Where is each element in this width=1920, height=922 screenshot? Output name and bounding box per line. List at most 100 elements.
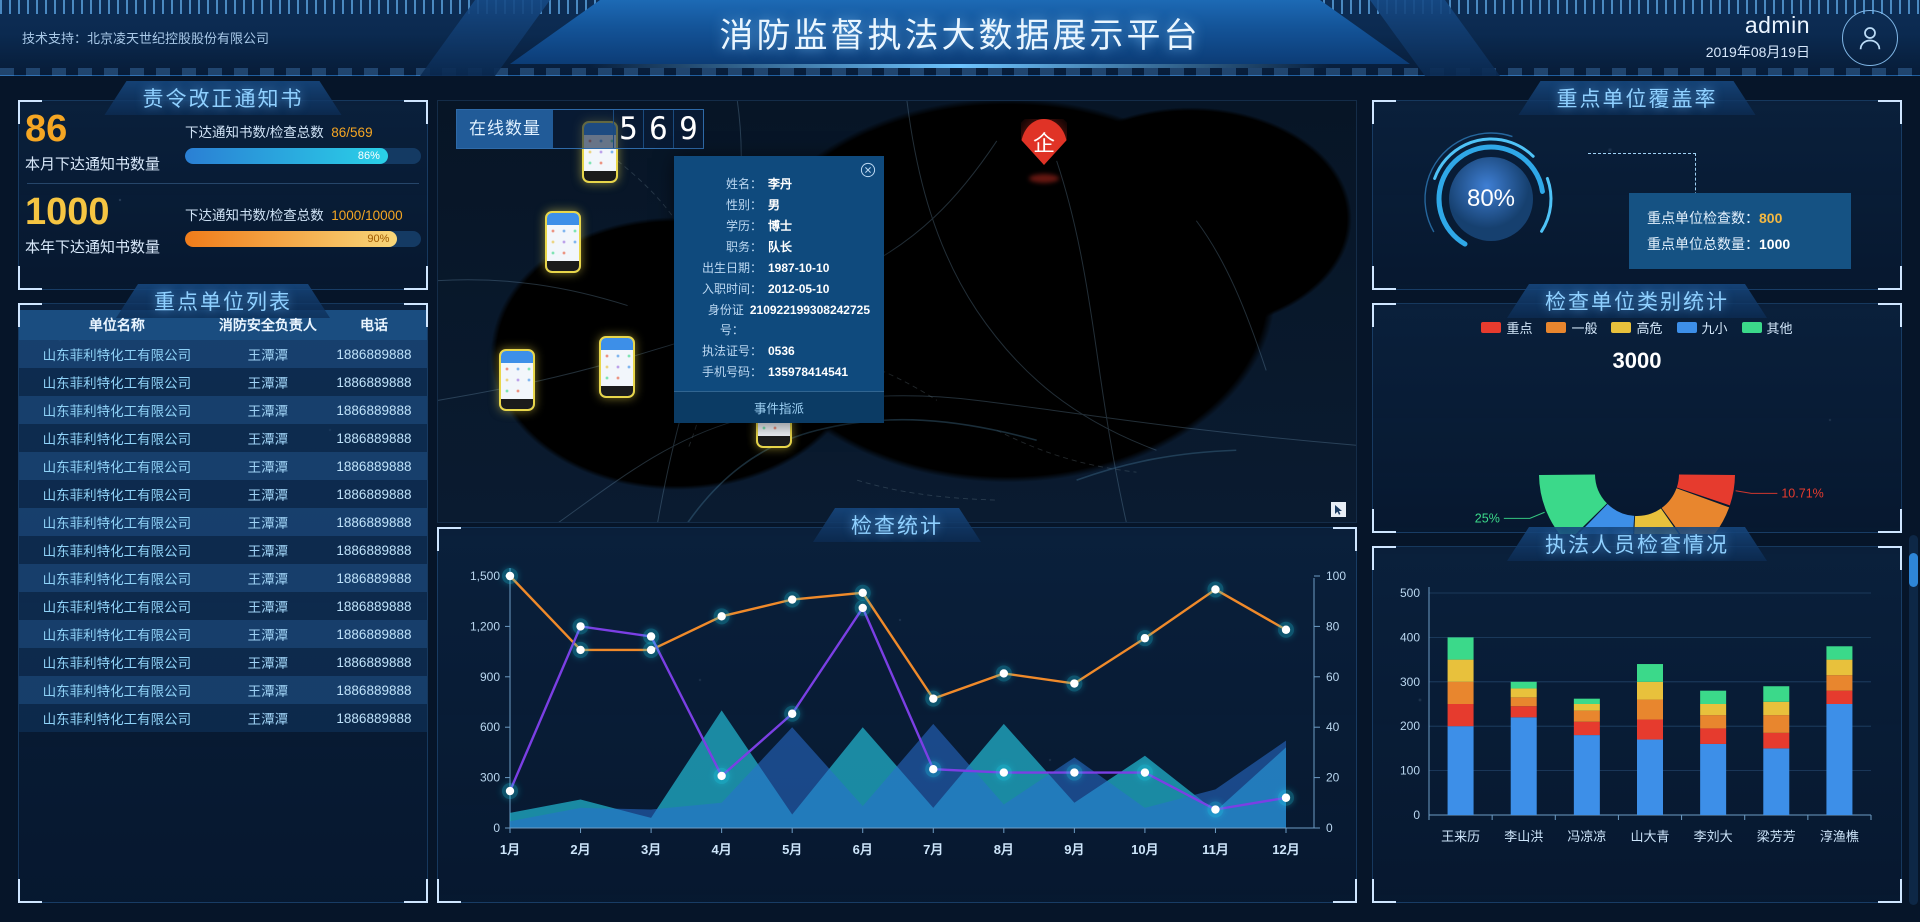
phone-screen-top	[547, 213, 579, 225]
map-officer-marker[interactable]	[545, 211, 581, 273]
close-circle-icon[interactable]	[860, 162, 876, 178]
bar-segment-4	[1637, 664, 1663, 682]
line-chart-point	[1211, 805, 1220, 814]
table-cell: 王潭潭	[214, 564, 321, 592]
table-row[interactable]: 山东菲利特化工有限公司 王潭潭 1886889888	[19, 620, 427, 648]
pie-legend-label: 重点	[1506, 321, 1533, 336]
current-date-label: 2019年08月19日	[1705, 44, 1810, 60]
notice-month-percent-text: 86%	[357, 149, 380, 162]
page-scrollbar[interactable]	[1909, 535, 1918, 905]
notice-month-left: 86 本月下达通知书数量	[25, 110, 185, 174]
table-cell: 王潭潭	[214, 368, 321, 396]
unit-category-semi-donut[interactable]: 25%23.22%21.43%19.64%10.71%	[1373, 304, 1901, 592]
table-cell: 1886889888	[320, 620, 427, 648]
officer-info-value: 0536	[768, 344, 795, 358]
map-officer-marker[interactable]	[499, 349, 535, 411]
page-scrollbar-thumb[interactable]	[1909, 553, 1918, 587]
pie-slice-0	[1676, 474, 1735, 506]
table-row[interactable]: 山东菲利特化工有限公司 王潭潭 1886889888	[19, 592, 427, 620]
table-cell: 1886889888	[320, 676, 427, 704]
coverage-gauge-rings	[1424, 132, 1558, 266]
map-officer-marker[interactable]	[599, 336, 635, 398]
line-chart-ytick-label-left: 0	[493, 821, 500, 835]
line-chart-xtick-label: 5月	[782, 842, 802, 857]
table-row[interactable]: 山东菲利特化工有限公司 王潭潭 1886889888	[19, 396, 427, 424]
cursor-arrow-icon[interactable]	[1331, 502, 1346, 517]
table-cell: 王潭潭	[214, 424, 321, 452]
line-chart-xtick-label: 7月	[923, 842, 943, 857]
line-chart-ytick-label-right: 60	[1326, 670, 1340, 684]
pie-legend-item[interactable]: 高危	[1611, 318, 1663, 337]
table-row[interactable]: 山东菲利特化工有限公司 王潭潭 1886889888	[19, 648, 427, 676]
corner-br	[1878, 879, 1902, 903]
line-chart-xtick-label: 8月	[994, 842, 1014, 857]
officer-info-value: 男	[768, 198, 781, 212]
dispatch-event-button[interactable]: 事件指派	[674, 391, 884, 423]
phone-screen-top	[601, 338, 633, 350]
map-enterprise-pin[interactable]: 企	[1021, 119, 1067, 183]
table-cell: 1886889888	[320, 368, 427, 396]
officer-info-row: 职务： 队长	[684, 237, 870, 257]
pie-legend-item[interactable]: 其他	[1741, 318, 1793, 337]
table-row[interactable]: 山东菲利特化工有限公司 王潭潭 1886889888	[19, 536, 427, 564]
officer-info-key: 职务：	[725, 240, 762, 254]
pie-legend-swatch	[1546, 322, 1567, 333]
phone-bottom	[501, 399, 533, 409]
table-row[interactable]: 山东菲利特化工有限公司 王潭潭 1886889888	[19, 704, 427, 732]
bar-chart-ytick-label: 100	[1400, 764, 1420, 778]
avatar[interactable]	[1842, 10, 1898, 66]
officer-inspection-bar-chart[interactable]: 0 100 200 300 400 500 王来历 李山洪 冯凉凉 山大青 李刘大 梁芳芳 淳渔樵	[1373, 547, 1901, 902]
line-chart-point	[1070, 679, 1079, 688]
key-units-panel: 重点单位列表 单位名称 消防安全负责人 电话 山东菲利特化工有限公司 王潭潭 18868…	[18, 303, 428, 903]
table-row[interactable]: 山东菲利特化工有限公司 王潭潭 1886889888	[19, 508, 427, 536]
bar-segment-2	[1763, 715, 1790, 733]
bar-segment-2	[1700, 715, 1727, 729]
table-cell: 王潭潭	[214, 620, 321, 648]
table-row[interactable]: 山东菲利特化工有限公司 王潭潭 1886889888	[19, 676, 427, 704]
pie-legend-item[interactable]: 一般	[1546, 318, 1597, 337]
bar-segment-2	[1826, 675, 1853, 691]
corner-tl	[18, 100, 42, 124]
notice-month-ratio-value: 86/569	[331, 124, 373, 140]
map-area[interactable]: 在线数量 5 6 9 企	[437, 100, 1357, 523]
table-cell: 山东菲利特化工有限公司	[19, 480, 215, 508]
pie-legend-item[interactable]: 重点	[1481, 318, 1532, 337]
header-title-plate: 消防监督执法大数据展示平台	[510, 0, 1410, 64]
table-row[interactable]: 山东菲利特化工有限公司 王潭潭 1886889888	[19, 452, 427, 480]
table-cell: 王潭潭	[214, 648, 321, 676]
line-chart-xtick-label: 11月	[1202, 842, 1229, 857]
line-chart-xtick-label: 4月	[712, 842, 732, 857]
line-chart-area-3	[510, 723, 1286, 828]
table-row[interactable]: 山东菲利特化工有限公司 王潭潭 1886889888	[19, 424, 427, 452]
line-chart-xtick-label: 12月	[1272, 842, 1299, 857]
bar-chart-ytick-label: 200	[1400, 719, 1420, 733]
table-cell: 王潭潭	[214, 592, 321, 620]
key-units-table: 单位名称 消防安全负责人 电话 山东菲利特化工有限公司 王潭潭 1886889888 山东…	[19, 310, 427, 732]
pie-legend-item[interactable]: 九小	[1676, 318, 1728, 337]
corner-br	[1878, 509, 1902, 533]
line-chart-ytick-label-left: 600	[480, 720, 500, 734]
table-row[interactable]: 山东菲利特化工有限公司 王潭潭 1886889888	[19, 368, 427, 396]
table-row[interactable]: 山东菲利特化工有限公司 王潭潭 1886889888	[19, 480, 427, 508]
officer-info-fields: 姓名： 李丹 性别： 男学历： 博士 职务： 队长 出生日期： 1987-10-10 入职时间： 2…	[674, 156, 884, 391]
pie-legend-swatch	[1481, 322, 1502, 333]
bar-segment-3	[1573, 704, 1600, 711]
officer-info-row: 性别： 男	[684, 195, 870, 215]
table-cell: 王潭潭	[214, 340, 321, 368]
line-chart-point	[1281, 625, 1291, 634]
bar-segment-2	[1447, 681, 1474, 704]
corner-br	[1878, 266, 1902, 290]
notice-year-ratio: 下达通知书数/检查总数 1000/10000	[185, 204, 421, 224]
coverage-total-label: 重点单位总数量：	[1647, 236, 1759, 252]
table-row[interactable]: 山东菲利特化工有限公司 王潭潭 1886889888	[19, 564, 427, 592]
table-row[interactable]: 山东菲利特化工有限公司 王潭潭 1886889888	[19, 340, 427, 368]
header-tick-decoration-bottom	[0, 68, 1920, 76]
coverage-rate-panel: 重点单位覆盖率 80% 重点单位检查数：800 重	[1372, 100, 1902, 290]
bar-segment-3	[1826, 659, 1853, 676]
bar-chart-ytick-label: 300	[1400, 675, 1420, 689]
inspection-line-chart[interactable]: 0 300 600 900 1,200 1,500 0 20 40 60 80 100 1月 2月 3月 4月…	[438, 528, 1356, 902]
line-chart-point	[505, 786, 515, 796]
phone-screen-body	[501, 363, 533, 399]
bar-segment-1	[1573, 721, 1600, 736]
